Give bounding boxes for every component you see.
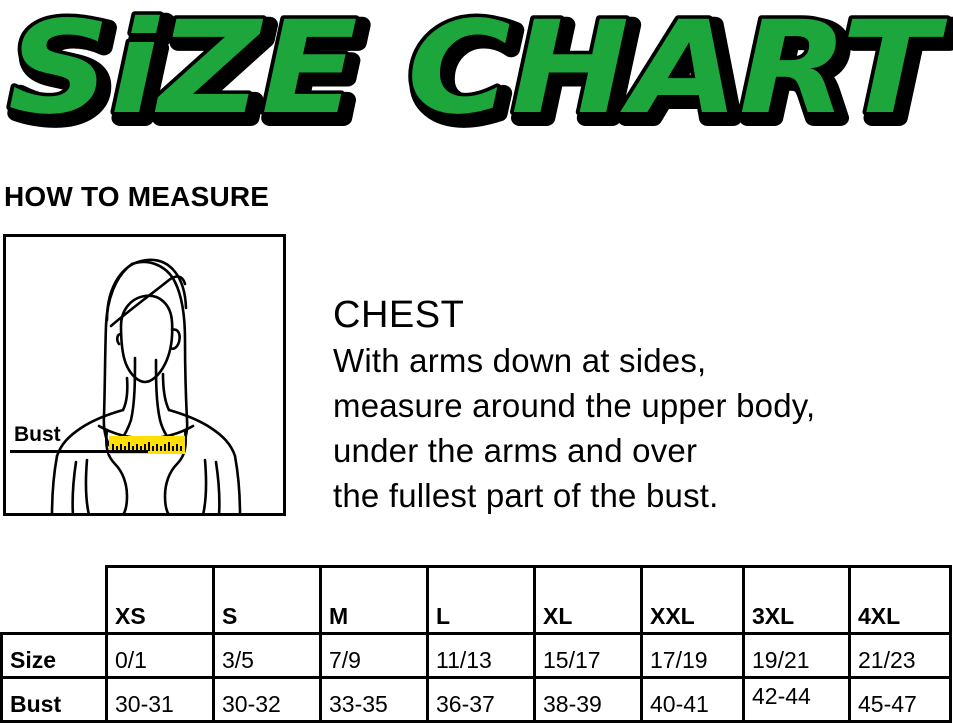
table-header-3xl: 3XL [742,565,851,635]
arm-right-outer [233,454,242,516]
arm-left-inner [71,460,78,516]
table-cell-bust-3xl: 42-44 [742,676,851,723]
title-face-layer: SiZE CHART [8,0,948,143]
female-torso-diagram [3,234,286,516]
bust-callout-underline [10,450,132,453]
how-to-measure-heading: HOW TO MEASURE [4,181,270,212]
chest-line-1: With arms down at sides, [333,342,707,379]
table-cell-size-xs: 0/1 [105,632,215,679]
shoulder-left [55,408,125,458]
measuring-tape [109,436,185,454]
table-header-l: L [426,565,536,635]
table-row: Bust 30-31 30-32 33-35 36-37 38-39 40-41… [0,676,952,723]
chest-line-2: measure around the upper body, [333,387,816,424]
chest-line-3: under the arms and over [333,432,698,469]
table-header-xxl: XXL [640,565,745,635]
face-outline [119,294,174,384]
bust-callout-label: Bust [14,423,61,446]
table-header-xs: XS [105,565,215,635]
table-cell-size-xl: 15/17 [533,632,643,679]
hair-crown [105,258,188,322]
table-header-row: XS S M L XL XXL 3XL 4XL [2,565,952,635]
measurement-illustration [3,234,286,516]
table-cell-bust-m: 33-35 [319,676,429,723]
table-cell-size-m: 7/9 [319,632,429,679]
ear [169,328,181,351]
table-row: Size 0/1 3/5 7/9 11/13 15/17 17/19 19/21… [0,632,952,679]
shoulder-right [167,408,237,458]
table-header-4xl: 4XL [848,565,952,635]
torso-left-side [84,458,91,516]
chest-description-block: CHEST With arms down at sides, measure a… [333,292,933,518]
table-row-label-bust: Bust [0,676,108,723]
table-header-s: S [212,565,322,635]
table-cell-size-xxl: 17/19 [640,632,745,679]
size-chart-title-graphic: SiZE CHART SiZE CHART [5,0,953,150]
table-cell-size-4xl: 21/23 [848,632,952,679]
illustration-frame [3,234,286,516]
tape-ticks [112,442,182,451]
chest-line-4: the fullest part of the bust. [333,477,719,514]
torso-right-side [201,458,208,516]
title-text-group: SiZE CHART SiZE CHART [5,0,953,150]
table-cell-bust-4xl: 45-47 [848,676,952,723]
jaw-notch [115,332,123,346]
table-cell-bust-xxl: 40-41 [640,676,745,723]
chest-heading: CHEST [333,294,465,336]
bust-callout-leader-line [118,450,148,453]
arm-left-outer [50,454,59,516]
table-header-xl: XL [533,565,643,635]
hair-right-strand [130,260,189,452]
table-cell-bust-l: 36-37 [426,676,536,723]
arm-right-inner [214,460,221,516]
size-table: XS S M L XL XXL 3XL 4XL Size 0/1 3/5 7/9… [0,565,952,726]
size-table-grid: XS S M L XL XXL 3XL 4XL Size 0/1 3/5 7/9… [0,565,952,723]
table-header-m: M [319,565,429,635]
table-cell-size-3xl: 19/21 [742,632,851,679]
title-shadow-layer: SiZE CHART [14,0,953,149]
table-row-label-size: Size [0,632,108,679]
table-cell-bust-xl: 38-39 [533,676,643,723]
table-cell-size-l: 11/13 [426,632,536,679]
neck-right [161,372,171,412]
neck-left [121,376,129,412]
table-cell-bust-xs: 30-31 [105,676,215,723]
table-cell-size-s: 3/5 [212,632,322,679]
size-chart-title: SiZE CHART SiZE CHART [0,0,953,150]
table-cell-bust-s: 30-32 [212,676,322,723]
hair-fringe [109,275,187,328]
bust-callout: Bust [10,423,148,464]
table-corner-cell [2,567,107,634]
